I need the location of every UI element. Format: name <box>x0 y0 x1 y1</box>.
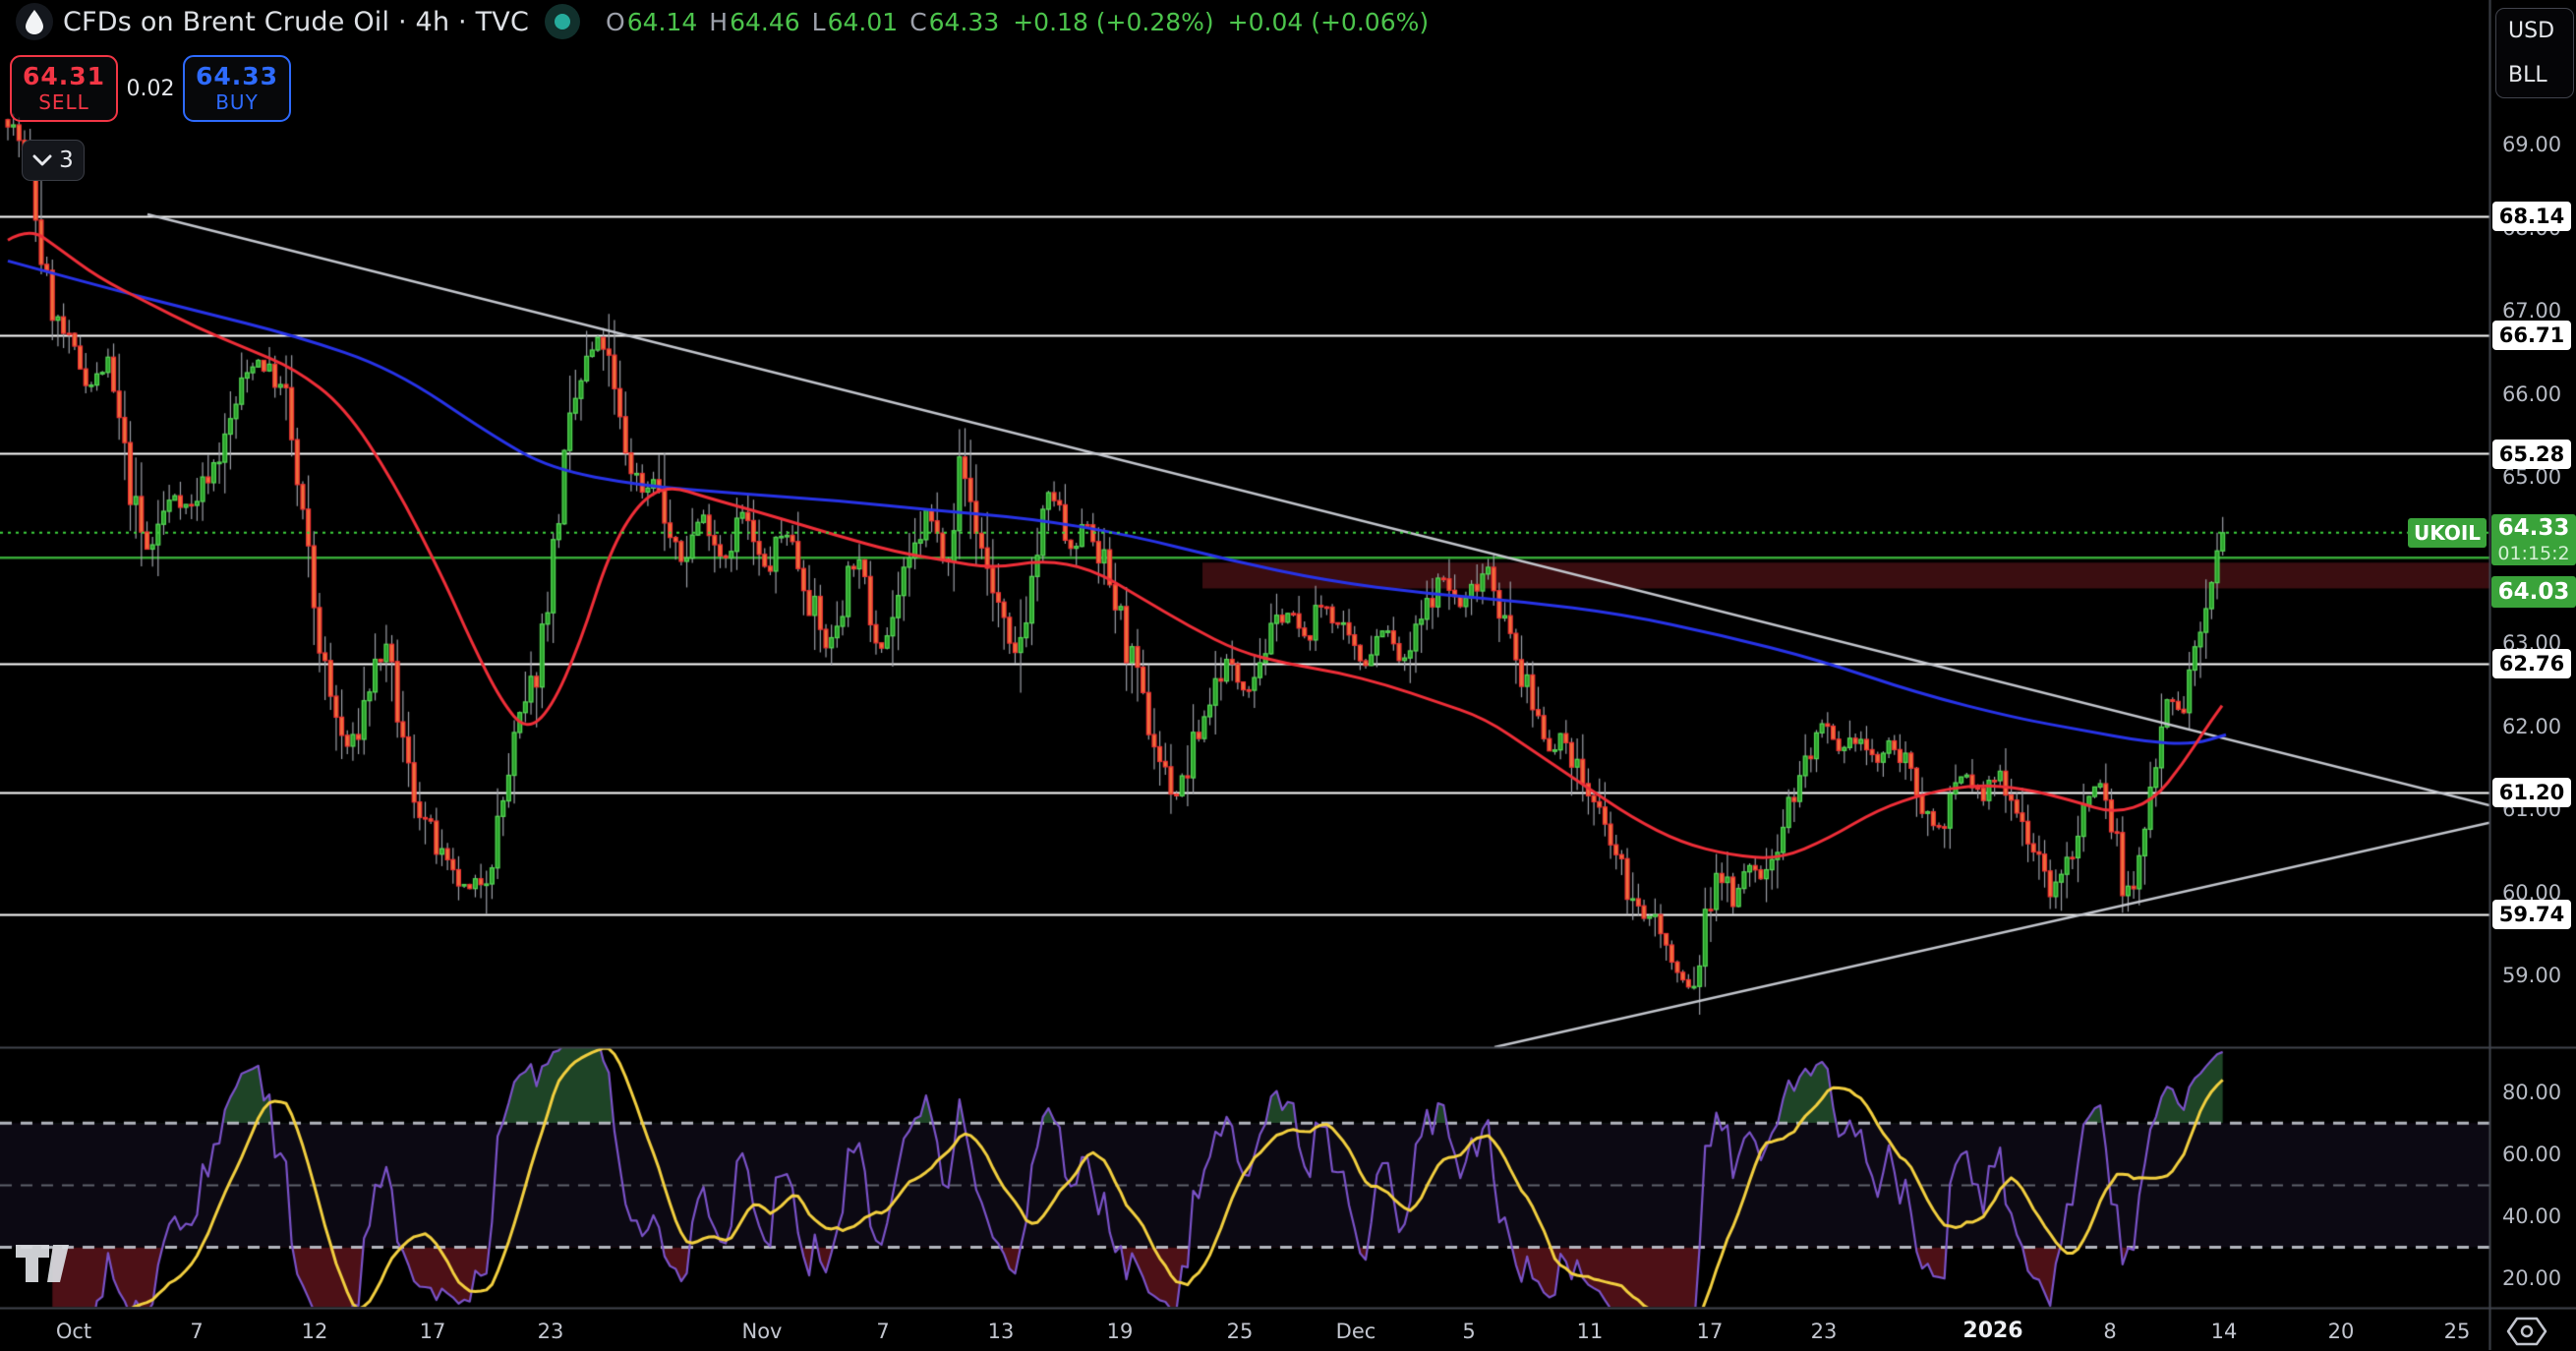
alert-price-value: 64.03 <box>2497 579 2570 606</box>
open-value: 64.14 <box>626 7 698 36</box>
chart-legend: CFDs on Brent Crude Oil · 4h · TVC O64.1… <box>16 2 1429 41</box>
time-axis-label: Dec <box>1335 1320 1376 1343</box>
sell-button[interactable]: 64.31 SELL <box>10 55 118 122</box>
axis-settings-icon[interactable] <box>2505 1316 2548 1351</box>
price-level-label: 61.20 <box>2492 778 2571 808</box>
time-axis-label: 17 <box>419 1320 446 1343</box>
bar-countdown: 01:15:2 <box>2497 542 2570 564</box>
time-axis-label: 25 <box>1226 1320 1254 1343</box>
open-label: O <box>606 7 625 36</box>
time-axis-label: 23 <box>1810 1320 1838 1343</box>
high-label: H <box>709 7 729 36</box>
price-tick-label: 66.00 <box>2501 382 2562 406</box>
buy-label: BUY <box>215 90 259 114</box>
time-axis-label: 7 <box>876 1320 890 1343</box>
axis-unit-box[interactable]: USD BLL <box>2495 8 2574 98</box>
change-value: +0.18 (+0.28%) <box>1013 7 1214 36</box>
symbol-title[interactable]: CFDs on Brent Crude Oil · 4h · TVC <box>63 6 530 37</box>
current-price-value: 64.33 <box>2497 514 2570 541</box>
buy-button[interactable]: 64.33 BUY <box>183 55 291 122</box>
indicator-tick-label: 80.00 <box>2501 1080 2562 1104</box>
price-level-label: 62.76 <box>2492 648 2571 678</box>
status-dot <box>555 14 571 29</box>
indicator-tick-label: 60.00 <box>2501 1142 2562 1166</box>
time-axis-label: 13 <box>987 1320 1015 1343</box>
price-level-label: 59.74 <box>2492 899 2571 929</box>
chevron-down-icon <box>32 154 52 166</box>
close-label: C <box>909 7 927 36</box>
indicator-tick-label: 20.00 <box>2501 1266 2562 1291</box>
alert-price-label: 64.03 <box>2491 576 2576 609</box>
market-status-icon[interactable] <box>545 4 581 39</box>
symbol-price-tag: UKOIL <box>2408 517 2487 548</box>
axis-unit-quantity: BLL <box>2508 62 2547 88</box>
indicator-tick-label: 40.00 <box>2501 1204 2562 1228</box>
price-tick-label: 62.00 <box>2501 714 2562 738</box>
time-axis-label: 11 <box>1576 1320 1604 1343</box>
price-level-label: 68.14 <box>2492 201 2571 231</box>
time-axis-label: Oct <box>55 1320 92 1343</box>
object-tree-toggle[interactable]: 3 <box>22 140 85 181</box>
time-axis-label: 19 <box>1106 1320 1134 1343</box>
oil-drop-icon <box>16 3 53 40</box>
tradingview-logo[interactable] <box>14 1241 75 1290</box>
low-value: 64.01 <box>827 7 899 36</box>
time-axis-label: 2026 <box>1962 1319 2023 1343</box>
time-axis-label: 5 <box>1462 1320 1476 1343</box>
price-tick-label: 67.00 <box>2501 299 2562 323</box>
extended-change-value: +0.04 (+0.06%) <box>1227 7 1430 36</box>
buy-sell-widget: 64.31 SELL 0.02 64.33 BUY <box>10 55 291 122</box>
time-axis-label: 14 <box>2210 1320 2238 1343</box>
current-price-label: 64.33 01:15:2 <box>2491 513 2576 565</box>
sell-label: SELL <box>38 90 89 114</box>
time-axis-label: 12 <box>301 1320 328 1343</box>
price-level-label: 66.71 <box>2492 320 2571 350</box>
time-axis-label: 20 <box>2327 1320 2355 1343</box>
axis-unit-currency: USD <box>2508 18 2555 43</box>
ohlc-values: O64.14 H64.46 L64.01 C64.33 +0.18 (+0.28%) +0… <box>594 8 1429 36</box>
object-count: 3 <box>59 147 74 173</box>
high-value: 64.46 <box>730 7 800 36</box>
time-axis-label: 17 <box>1696 1320 1724 1343</box>
sell-price: 64.31 <box>22 62 106 90</box>
low-label: L <box>811 7 826 36</box>
time-axis-label: 23 <box>537 1320 564 1343</box>
close-value: 64.33 <box>928 7 1000 36</box>
price-tick-label: 69.00 <box>2501 133 2562 157</box>
time-axis-label: 8 <box>2103 1320 2117 1343</box>
price-level-label: 65.28 <box>2492 439 2571 469</box>
price-tick-label: 59.00 <box>2501 964 2562 988</box>
time-axis-label: 25 <box>2443 1320 2471 1343</box>
buy-price: 64.33 <box>195 62 279 90</box>
time-axis-label: 7 <box>190 1320 204 1343</box>
price-tick-label: 65.00 <box>2501 465 2562 490</box>
time-axis-label: Nov <box>741 1320 783 1343</box>
spread-value: 0.02 <box>126 76 175 101</box>
